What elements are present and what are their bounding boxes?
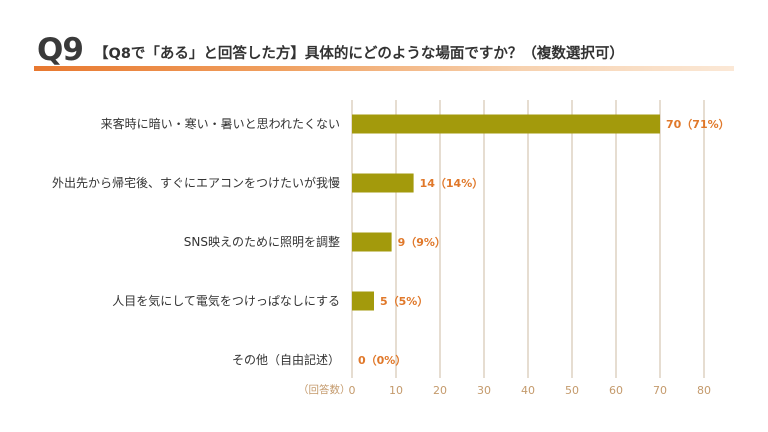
bar-value-label: 14（14%） xyxy=(420,177,484,190)
question-number: Q9 xyxy=(37,32,84,68)
x-tick-label: 50 xyxy=(565,384,579,397)
category-label: 来客時に暗い・寒い・暑いと思われたくない xyxy=(100,117,340,131)
x-axis-unit-label: （回答数） xyxy=(298,384,351,396)
bar-value-label: 70（71%） xyxy=(666,118,730,131)
header-underline xyxy=(34,66,734,71)
x-tick-label: 20 xyxy=(433,384,447,397)
category-label: SNS映えのために照明を調整 xyxy=(183,235,340,249)
bar xyxy=(352,291,374,311)
bar-value-label: 9（9%） xyxy=(398,236,446,249)
bar xyxy=(352,173,414,193)
question-text: 【Q8で「ある」と回答した方】具体的にどのような場面ですか？（複数選択可） xyxy=(94,46,624,62)
bar-value-label: 5（5%） xyxy=(380,295,428,308)
category-label: その他（自由記述） xyxy=(231,353,340,367)
bar xyxy=(352,114,660,134)
bar-value-label: 0（0%） xyxy=(358,354,406,367)
x-tick-label: 70 xyxy=(653,384,667,397)
x-tick-label: 40 xyxy=(521,384,535,397)
category-label: 外出先から帰宅後、すぐにエアコンをつけたいが我慢 xyxy=(51,176,340,190)
x-tick-label: 80 xyxy=(697,384,711,397)
bar xyxy=(352,232,392,252)
x-tick-label: 30 xyxy=(477,384,491,397)
x-tick-label: 60 xyxy=(609,384,623,397)
category-label: 人目を気にして電気をつけっぱなしにする xyxy=(112,294,340,308)
question-header: Q9 【Q8で「ある」と回答した方】具体的にどのような場面ですか？（複数選択可） xyxy=(0,0,768,80)
x-tick-label: 10 xyxy=(389,384,403,397)
x-tick-label: 0 xyxy=(349,384,356,397)
